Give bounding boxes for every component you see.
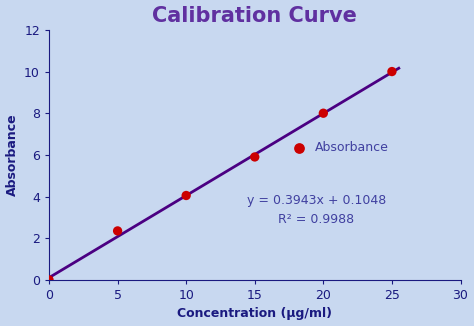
Point (182, 193, 190, 198)
Legend: Absorbance: Absorbance (282, 136, 394, 159)
Point (388, 69, 396, 74)
X-axis label: Concentration (μg/ml): Concentration (μg/ml) (177, 307, 332, 320)
Point (114, 228, 121, 233)
Title: Calibration Curve: Calibration Curve (152, 6, 357, 25)
Text: R² = 0.9988: R² = 0.9988 (278, 213, 355, 226)
Point (251, 154, 258, 159)
Point (45, 277, 53, 282)
Text: y = 0.3943x + 0.1048: y = 0.3943x + 0.1048 (247, 194, 386, 207)
Point (319, 111, 327, 116)
Y-axis label: Absorbance: Absorbance (6, 113, 18, 196)
